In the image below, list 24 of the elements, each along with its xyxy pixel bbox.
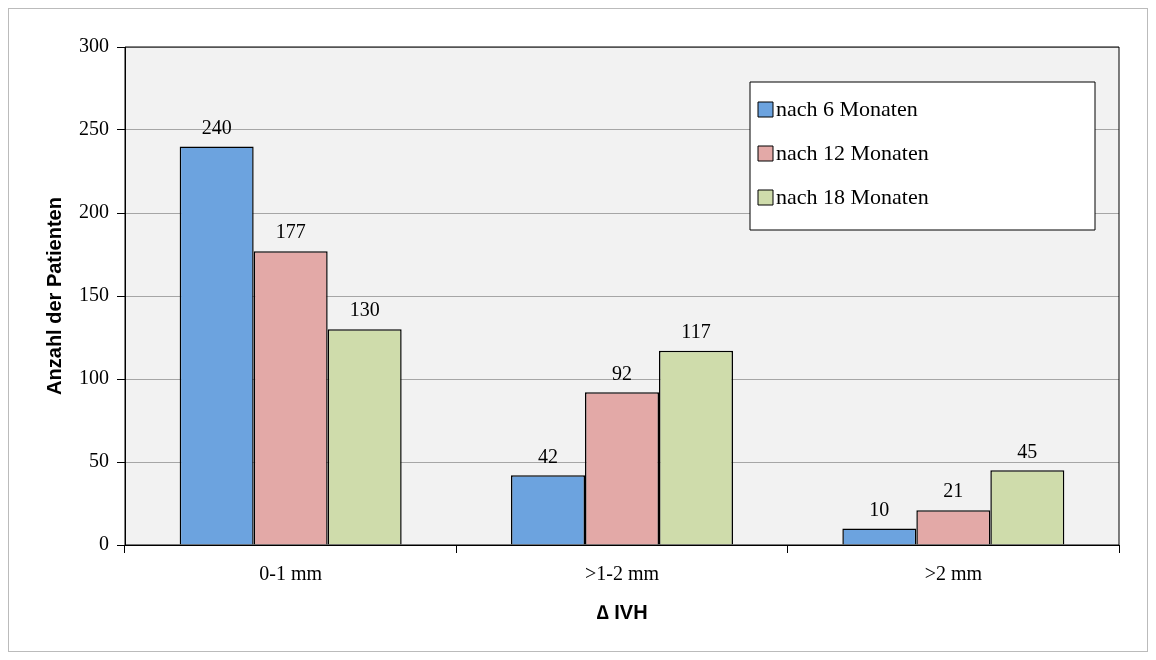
legend-label: nach 18 Monaten	[776, 183, 929, 209]
data-label: 45	[1017, 439, 1038, 462]
legend-label: nach 12 Monaten	[776, 139, 929, 165]
data-label: 240	[201, 115, 232, 138]
x-tick-label: >1-2 mm	[584, 562, 660, 585]
data-label: 92	[612, 361, 632, 384]
x-tick-label: 0-1 mm	[259, 562, 323, 585]
x-axis-title: ∆ IVH	[596, 600, 648, 623]
y-axis-title: Anzahl der Patienten	[42, 197, 65, 395]
y-tick-label: 250	[79, 117, 109, 140]
y-tick-label: 0	[99, 532, 109, 555]
y-tick-label: 300	[79, 34, 109, 57]
data-label: 21	[943, 479, 964, 502]
data-label: 130	[349, 298, 380, 321]
data-label: 177	[275, 220, 306, 243]
data-label: 117	[681, 320, 711, 343]
data-label: 42	[538, 444, 558, 467]
legend-label: nach 6 Monaten	[776, 95, 918, 121]
data-label: 10	[869, 497, 890, 520]
y-tick-label: 100	[79, 366, 109, 389]
y-tick-label: 50	[89, 449, 109, 472]
x-tick-label: >2 mm	[924, 562, 983, 585]
y-tick-label: 200	[79, 200, 109, 223]
y-tick-label: 150	[79, 283, 109, 306]
